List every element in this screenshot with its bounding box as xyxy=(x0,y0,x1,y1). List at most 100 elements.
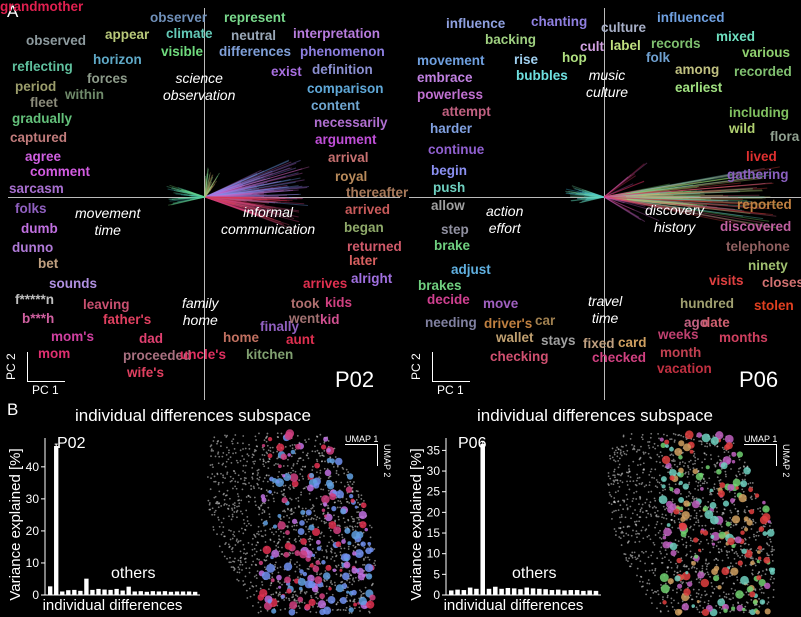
umap-point xyxy=(342,608,345,611)
umap-point xyxy=(636,574,638,577)
umap-point xyxy=(704,480,706,483)
umap-point xyxy=(217,518,220,521)
umap-point xyxy=(694,488,696,490)
umap-point xyxy=(292,579,295,582)
umap-point xyxy=(611,511,614,514)
umap-point xyxy=(329,581,332,584)
umap-point xyxy=(714,471,716,473)
word-label: adjust xyxy=(451,262,491,277)
umap-point xyxy=(223,498,226,501)
umap-point xyxy=(677,540,680,543)
umap-point xyxy=(245,567,248,570)
umap-point xyxy=(339,566,342,569)
umap-point xyxy=(676,587,678,590)
umap-point xyxy=(241,455,244,457)
umap-point xyxy=(622,499,624,502)
umap-point xyxy=(666,434,668,437)
umap-point xyxy=(622,450,625,453)
umap-point xyxy=(712,435,715,438)
umap-point xyxy=(239,539,242,542)
x-axis-label: individual differences xyxy=(43,597,183,614)
umap-point xyxy=(267,474,270,477)
umap-point xyxy=(691,497,694,500)
umap-point xyxy=(709,493,711,496)
umap-point xyxy=(689,537,692,540)
umap-point xyxy=(650,468,653,471)
umap-point xyxy=(694,570,697,573)
umap-point xyxy=(680,580,682,583)
umap-point xyxy=(272,451,275,454)
umap-point xyxy=(216,472,219,475)
umap-point xyxy=(263,465,266,468)
umap-point xyxy=(645,516,648,519)
umap-point xyxy=(347,545,350,548)
umap-point xyxy=(677,551,680,554)
umap-point xyxy=(638,476,641,479)
umap-point xyxy=(644,562,646,565)
umap-point xyxy=(695,592,698,595)
umap-point xyxy=(328,541,330,544)
umap-point xyxy=(212,466,214,469)
umap-word-point xyxy=(364,563,374,573)
umap-point xyxy=(744,474,747,477)
umap-point xyxy=(621,531,624,534)
umap-word-point xyxy=(314,462,321,469)
umap-word-point xyxy=(335,584,344,593)
umap-point xyxy=(679,512,682,515)
y-tick-label: 0 xyxy=(32,588,39,602)
umap-point xyxy=(662,433,665,436)
umap-point xyxy=(719,540,722,543)
umap-point xyxy=(768,544,771,547)
umap-point xyxy=(713,488,716,490)
umap-point xyxy=(757,507,759,510)
bar xyxy=(156,591,162,595)
umap-point xyxy=(320,503,323,506)
umap-point xyxy=(648,481,651,484)
umap-point xyxy=(645,509,648,512)
umap-point xyxy=(356,516,359,519)
umap-point xyxy=(210,455,212,458)
umap-point xyxy=(238,530,240,533)
umap-point xyxy=(232,438,235,441)
word-label: harder xyxy=(430,121,473,136)
umap-point xyxy=(750,557,753,560)
bar xyxy=(78,590,83,595)
umap-point xyxy=(685,544,688,547)
umap-point xyxy=(291,512,294,515)
umap-point xyxy=(270,593,273,596)
umap-point xyxy=(656,589,659,592)
word-label: leaving xyxy=(83,297,130,312)
umap-point xyxy=(615,449,617,452)
umap-word-point xyxy=(674,575,681,582)
umap-point xyxy=(214,480,217,483)
umap-point xyxy=(336,524,339,527)
umap-point xyxy=(676,465,679,468)
umap-point xyxy=(715,585,718,588)
umap-point xyxy=(316,597,319,600)
umap-point xyxy=(680,434,682,437)
word-label: flora xyxy=(770,129,800,144)
umap-point xyxy=(244,575,247,578)
umap-point xyxy=(253,575,256,578)
word-label: arrived xyxy=(345,202,391,217)
word-label: earliest xyxy=(675,80,723,95)
umap-point xyxy=(609,477,612,480)
umap-point xyxy=(656,486,659,489)
umap-point xyxy=(722,498,724,501)
umap-point xyxy=(762,570,764,572)
umap-point xyxy=(232,487,234,490)
word-label: finally xyxy=(260,319,300,334)
umap-point xyxy=(619,527,622,529)
umap-point xyxy=(351,578,354,581)
umap-point xyxy=(725,576,728,579)
bar xyxy=(581,590,586,595)
umap-point xyxy=(661,542,663,544)
umap-point xyxy=(704,562,707,565)
umap-point xyxy=(670,597,673,600)
umap-point xyxy=(610,482,613,485)
umap-point xyxy=(723,545,726,548)
umap-point xyxy=(222,474,224,477)
word-label: date xyxy=(702,315,730,330)
word-label: proceeded xyxy=(123,348,192,363)
umap-point xyxy=(234,480,237,483)
